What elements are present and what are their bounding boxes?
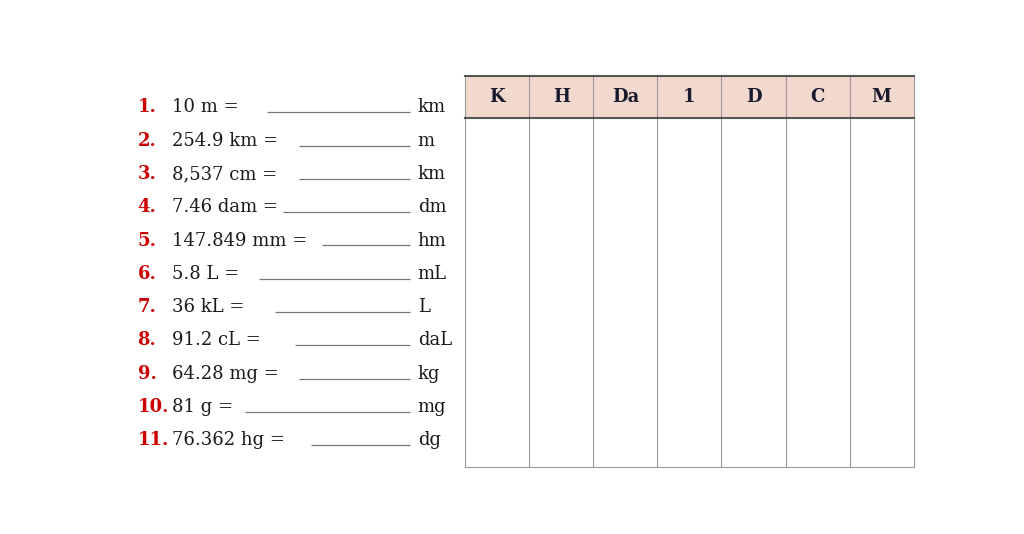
Text: 6.: 6. — [137, 265, 157, 283]
Text: 7.: 7. — [137, 298, 157, 316]
Text: D: D — [745, 88, 761, 106]
Text: 10.: 10. — [137, 398, 169, 416]
Text: mL: mL — [418, 265, 446, 283]
Text: kg: kg — [418, 365, 440, 382]
Text: 4.: 4. — [137, 198, 157, 216]
Text: mg: mg — [418, 398, 446, 416]
Text: 8,537 cm =: 8,537 cm = — [172, 165, 283, 183]
Bar — [465, 76, 913, 117]
Text: K: K — [489, 88, 505, 106]
Text: hm: hm — [418, 232, 446, 249]
Text: 11.: 11. — [137, 431, 169, 449]
Text: H: H — [553, 88, 570, 106]
Text: 3.: 3. — [137, 165, 157, 183]
Text: km: km — [418, 98, 445, 116]
Text: 5.8 L =: 5.8 L = — [172, 265, 245, 283]
Text: 76.362 hg =: 76.362 hg = — [172, 431, 290, 449]
Text: 5.: 5. — [137, 232, 157, 249]
Text: dm: dm — [418, 198, 446, 216]
Text: km: km — [418, 165, 445, 183]
Text: M: M — [871, 88, 892, 106]
Text: 36 kL =: 36 kL = — [172, 298, 250, 316]
Text: 91.2 cL =: 91.2 cL = — [172, 331, 266, 349]
Text: 1: 1 — [683, 88, 695, 106]
Text: L: L — [418, 298, 429, 316]
Text: 7.46 dam =: 7.46 dam = — [172, 198, 284, 216]
Text: 9.: 9. — [137, 365, 157, 382]
Text: m: m — [418, 132, 435, 150]
Text: dg: dg — [418, 431, 440, 449]
Text: 81 g =: 81 g = — [172, 398, 239, 416]
Text: 64.28 mg =: 64.28 mg = — [172, 365, 284, 382]
Text: 10 m =: 10 m = — [172, 98, 244, 116]
Text: Da: Da — [611, 88, 639, 106]
Text: daL: daL — [418, 331, 452, 349]
Text: 147.849 mm =: 147.849 mm = — [172, 232, 312, 249]
Text: C: C — [810, 88, 824, 106]
Text: 254.9 km =: 254.9 km = — [172, 132, 284, 150]
Text: 1.: 1. — [137, 98, 157, 116]
Text: 2.: 2. — [137, 132, 157, 150]
Text: 8.: 8. — [137, 331, 157, 349]
